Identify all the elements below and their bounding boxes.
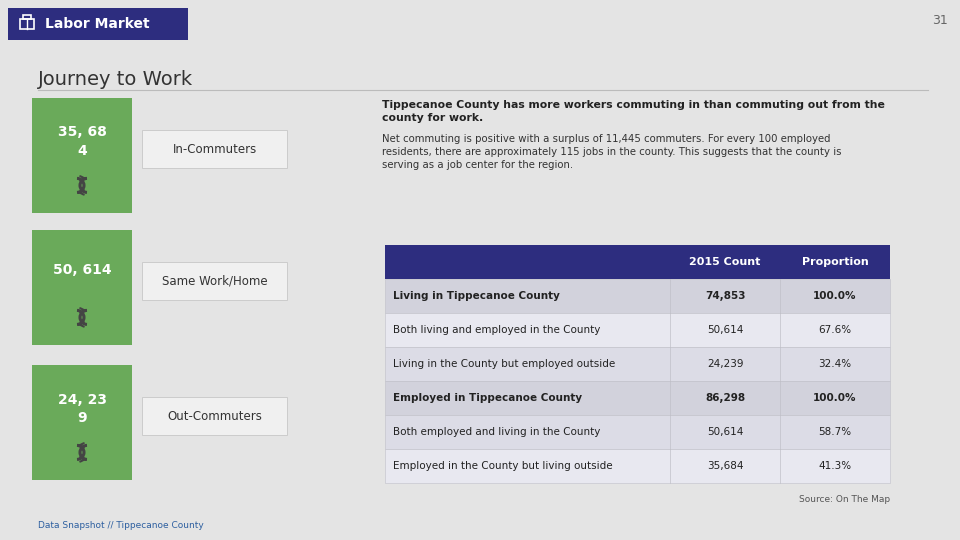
Text: 50,614: 50,614 [707,427,743,437]
Text: 100.0%: 100.0% [813,393,856,403]
Text: serving as a job center for the region.: serving as a job center for the region. [382,160,573,170]
Text: 35,684: 35,684 [707,461,743,471]
Text: Living in the County but employed outside: Living in the County but employed outsid… [393,359,615,369]
Text: 35, 68: 35, 68 [58,125,107,139]
Text: residents, there are approximately 115 jobs in the county. This suggests that th: residents, there are approximately 115 j… [382,147,842,157]
Text: 24, 23: 24, 23 [58,393,107,407]
Text: Net commuting is positive with a surplus of 11,445 commuters. For every 100 empl: Net commuting is positive with a surplus… [382,134,830,144]
Text: 41.3%: 41.3% [819,461,852,471]
FancyBboxPatch shape [385,381,890,415]
FancyBboxPatch shape [385,449,890,483]
Text: 74,853: 74,853 [705,291,745,301]
Text: 31: 31 [932,14,948,27]
Text: Labor Market: Labor Market [45,17,150,31]
Text: 2015 Count: 2015 Count [689,257,760,267]
Text: Employed in Tippecanoe County: Employed in Tippecanoe County [393,393,582,403]
Text: 24,239: 24,239 [707,359,743,369]
Text: county for work.: county for work. [382,113,483,123]
FancyBboxPatch shape [32,365,132,480]
Text: 50, 614: 50, 614 [53,263,111,277]
FancyBboxPatch shape [385,313,890,347]
Text: Data Snapshot // Tippecanoe County: Data Snapshot // Tippecanoe County [38,521,204,530]
FancyBboxPatch shape [32,230,132,345]
FancyBboxPatch shape [385,347,890,381]
FancyBboxPatch shape [142,262,287,300]
Text: 58.7%: 58.7% [819,427,852,437]
Text: Source: On The Map: Source: On The Map [799,495,890,504]
Text: 86,298: 86,298 [705,393,745,403]
Text: 9: 9 [77,411,86,425]
FancyBboxPatch shape [8,8,188,40]
FancyBboxPatch shape [142,130,287,168]
Text: 50,614: 50,614 [707,325,743,335]
Text: Living in Tippecanoe County: Living in Tippecanoe County [393,291,560,301]
Text: 32.4%: 32.4% [819,359,852,369]
Text: Journey to Work: Journey to Work [38,70,193,89]
FancyBboxPatch shape [32,98,132,213]
Text: 100.0%: 100.0% [813,291,856,301]
Text: Same Work/Home: Same Work/Home [161,275,267,288]
FancyBboxPatch shape [670,245,780,279]
Text: Proportion: Proportion [802,257,869,267]
Text: Employed in the County but living outside: Employed in the County but living outsid… [393,461,612,471]
Text: Out-Commuters: Out-Commuters [167,410,262,423]
Text: 4: 4 [77,144,86,158]
Text: 67.6%: 67.6% [819,325,852,335]
FancyBboxPatch shape [385,415,890,449]
FancyBboxPatch shape [142,397,287,435]
FancyBboxPatch shape [385,245,670,279]
Text: Both employed and living in the County: Both employed and living in the County [393,427,600,437]
FancyBboxPatch shape [385,279,890,313]
FancyBboxPatch shape [780,245,890,279]
Text: Both living and employed in the County: Both living and employed in the County [393,325,600,335]
Text: In-Commuters: In-Commuters [173,143,256,156]
Text: Tippecanoe County has more workers commuting in than commuting out from the: Tippecanoe County has more workers commu… [382,100,885,110]
